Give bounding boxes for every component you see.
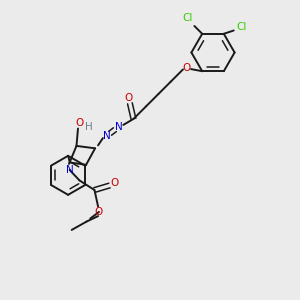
- Text: O: O: [111, 178, 119, 188]
- Text: O: O: [182, 63, 191, 73]
- Text: N: N: [66, 165, 74, 175]
- Text: O: O: [124, 93, 133, 103]
- Text: N: N: [103, 131, 110, 141]
- Text: Cl: Cl: [237, 22, 247, 32]
- Text: H: H: [85, 122, 92, 132]
- Text: N: N: [115, 122, 123, 132]
- Text: O: O: [76, 118, 84, 128]
- Text: Cl: Cl: [183, 14, 193, 23]
- Text: O: O: [95, 207, 103, 217]
